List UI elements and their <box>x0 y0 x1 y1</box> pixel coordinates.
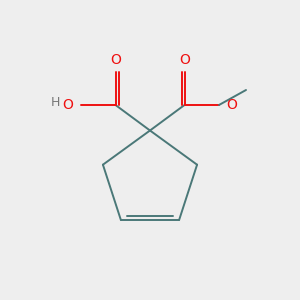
Text: O: O <box>179 53 190 68</box>
Text: O: O <box>226 98 237 112</box>
Text: H: H <box>51 95 60 109</box>
Text: O: O <box>63 98 74 112</box>
Text: O: O <box>110 53 121 68</box>
